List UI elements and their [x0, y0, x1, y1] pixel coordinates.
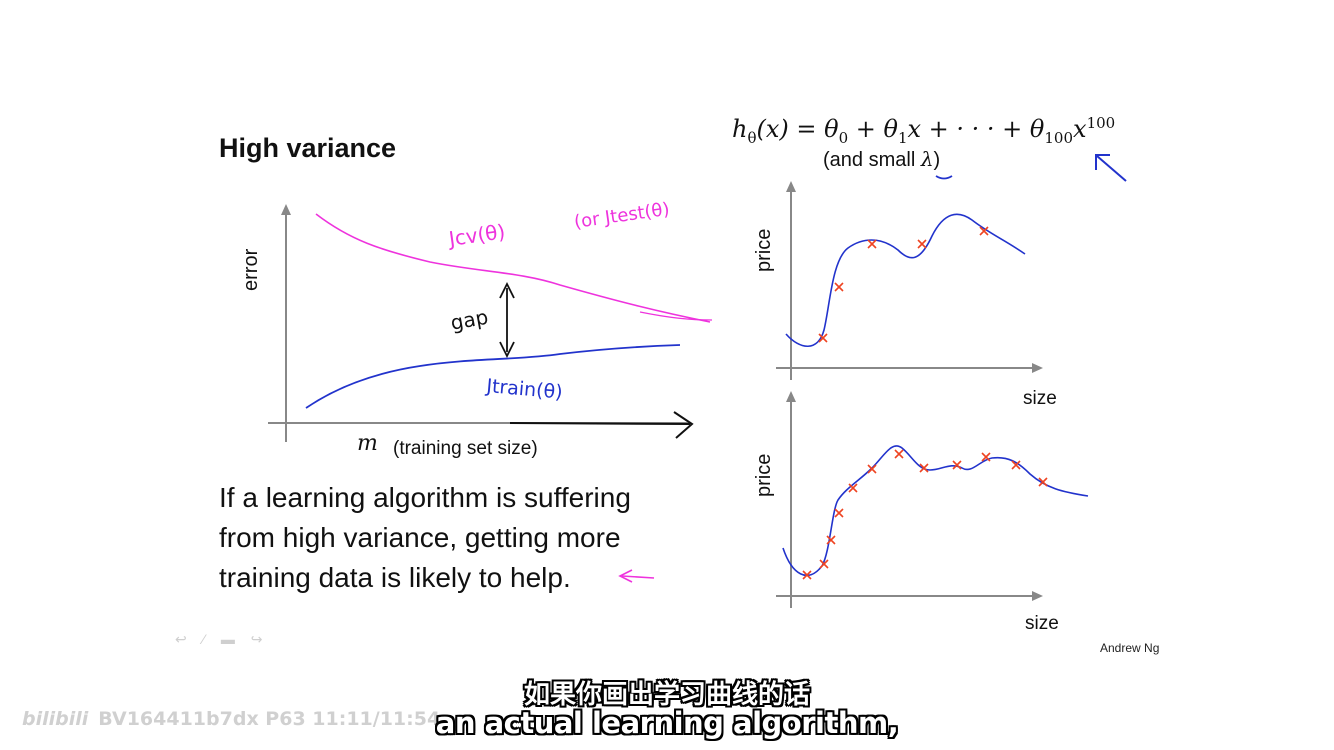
gap-label: gap — [449, 305, 490, 335]
jtrain-label: Jtrain(θ) — [485, 375, 564, 404]
top-marker — [818, 333, 828, 343]
top-fit-plot: price size — [753, 181, 1057, 409]
top-marker — [917, 239, 927, 249]
formula-hand-arrowhead — [1095, 154, 1110, 170]
video-watermark: bilibili BV164411b7dx P63 11:11/11:54 — [22, 708, 440, 730]
bottom-marker — [1011, 460, 1021, 470]
bottom-marker — [1038, 477, 1048, 487]
lc-x-label: (training set size) — [393, 438, 538, 459]
gap-arrow-bottom — [499, 341, 515, 359]
lc-y-axis-arrow — [281, 204, 291, 215]
jcv-curve-tail — [639, 311, 713, 321]
bottom-marker — [894, 449, 904, 459]
hypothesis-formula: hθ(x) = θ0 + θ1x + · · · + θ100x100 — [732, 114, 1116, 147]
lc-y-label: error — [240, 248, 262, 291]
body-hand-arrow — [621, 575, 655, 579]
body-line: from high variance, getting more — [219, 522, 621, 553]
jcv-label: Jcv(θ) — [445, 219, 506, 251]
bottom-marker — [981, 452, 991, 462]
bottom-marker — [819, 559, 829, 569]
top-marker — [979, 226, 989, 236]
watermark-text: BV164411b7dx P63 11:11/11:54 — [98, 708, 441, 730]
top-marker — [867, 239, 877, 249]
bottom-y-label: price — [753, 454, 775, 497]
bilibili-logo: bilibili — [22, 708, 89, 730]
top-y-label: price — [753, 229, 775, 272]
jtest-label: (or Jtest(θ) — [573, 199, 671, 233]
bottom-marker — [802, 570, 812, 580]
body-line: training data is likely to help. — [219, 562, 571, 593]
bottom-marker — [848, 483, 858, 493]
learning-curve-plot: error m (training set size) Jcv(θ) (or J… — [240, 199, 713, 459]
bottom-x-label: size — [1025, 613, 1059, 634]
bottom-marker — [834, 508, 844, 518]
top-x-label: size — [1023, 388, 1057, 409]
subtitle-chinese: 如果你画出学习曲线的话 — [523, 680, 810, 710]
bottom-markers — [802, 449, 1048, 580]
bottom-fit-plot: price size — [753, 391, 1089, 634]
jcv-curve — [315, 213, 711, 323]
bottom-fit-curve — [782, 445, 1089, 577]
lambda-underline — [935, 175, 953, 180]
body-line: If a learning algorithm is suffering — [219, 482, 631, 513]
bottom-marker — [919, 463, 929, 473]
top-markers — [818, 226, 989, 343]
top-fit-curve — [785, 213, 1026, 348]
ghost-player-icons: ↩ ⁄ ▬ ↪ — [175, 631, 269, 647]
lc-x-hand-arrowhead — [673, 411, 694, 439]
body-hand-arrowhead — [618, 569, 633, 583]
gap-arrow-top — [499, 281, 515, 299]
top-marker — [834, 282, 844, 292]
author-credit: Andrew Ng — [1100, 641, 1160, 655]
bottom-marker — [826, 535, 836, 545]
small-lambda-note: (and small λ) — [823, 147, 941, 171]
bottom-marker — [867, 464, 877, 474]
slide-title: High variance — [219, 133, 397, 163]
lc-x-label-m: m — [357, 431, 378, 456]
jtrain-curve — [305, 344, 681, 409]
subtitle-english: an actual learning algorithm, — [435, 706, 899, 740]
bottom-marker — [952, 460, 962, 470]
formula-hand-arrow — [1096, 155, 1127, 182]
body-text: If a learning algorithm is suffering fro… — [219, 478, 699, 598]
lc-x-hand-arrow — [509, 422, 691, 425]
